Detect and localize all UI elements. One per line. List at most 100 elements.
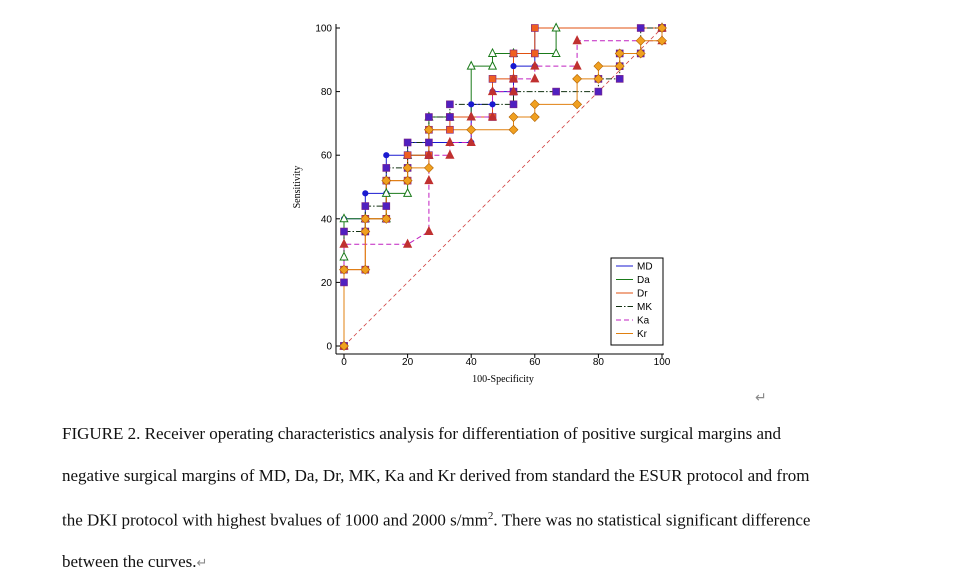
- data-point-mk: [425, 113, 433, 121]
- data-point-mk: [615, 75, 624, 83]
- data-point-dr: [509, 49, 518, 58]
- data-point-dr: [530, 24, 539, 32]
- data-point-mk: [594, 87, 603, 96]
- legend-label-kr: Kr: [637, 329, 648, 340]
- data-point-ka: [424, 225, 434, 236]
- data-point-mk: [340, 278, 348, 287]
- data-point-kr: [360, 226, 371, 237]
- data-point-kr: [381, 175, 392, 186]
- data-point-kr: [657, 23, 667, 33]
- data-point-mk: [361, 202, 370, 210]
- legend-label-da: Da: [637, 275, 650, 286]
- caption-line-1: FIGURE 2. Receiver operating characteris…: [62, 424, 781, 443]
- data-point-ka: [530, 73, 540, 83]
- x-tick-label: 40: [466, 357, 478, 368]
- y-tick-label: 0: [326, 342, 332, 353]
- legend-label-md: MD: [637, 262, 653, 273]
- axes: 0 20 40 60 80 100 0 20 40 60 80 100: [315, 24, 670, 369]
- data-point-kr: [508, 112, 519, 122]
- data-point-kr: [614, 61, 625, 72]
- data-point-ka: [466, 111, 476, 121]
- data-point-mk: [636, 24, 645, 32]
- caption-line-3-text: the DKI protocol with highest bvalues of…: [62, 510, 488, 530]
- data-point-kr: [360, 213, 371, 224]
- data-point-ka: [339, 238, 349, 248]
- data-point-md: [468, 101, 475, 108]
- data-point-mk: [382, 202, 391, 210]
- caption-line-3-tail: . There was no statistical significant d…: [493, 510, 811, 530]
- data-point-kr: [423, 162, 434, 173]
- data-point-kr: [508, 124, 519, 135]
- data-point-kr: [529, 112, 540, 122]
- data-point-kr: [614, 48, 625, 59]
- data-point-kr: [339, 341, 349, 351]
- data-point-ka: [487, 85, 498, 96]
- data-point-kr: [466, 124, 477, 135]
- data-point-kr: [657, 35, 667, 46]
- roc-chart: 0 20 40 60 80 100 0 20 40 60 80 100 MD Da Dr MK Ka Kr 10…: [292, 22, 671, 385]
- y-axis-label: Sensitivity: [292, 166, 303, 209]
- plot-area: [339, 22, 667, 351]
- data-point-da: [551, 47, 561, 57]
- data-point-kr: [360, 264, 371, 275]
- data-point-ka: [445, 149, 455, 159]
- data-point-mk: [340, 227, 348, 236]
- x-axis-label: 100-Specificity: [472, 374, 534, 385]
- data-point-ka: [530, 60, 540, 70]
- caption-superscript: 2: [487, 510, 494, 522]
- y-tick-label: 40: [321, 214, 333, 225]
- y-tick-label: 20: [321, 278, 333, 289]
- data-point-mk: [446, 113, 454, 121]
- data-point-dr: [403, 151, 412, 159]
- legend-label-ka: Ka: [637, 316, 650, 327]
- data-point-ka: [445, 136, 455, 146]
- data-point-kr: [339, 264, 349, 275]
- data-point-kr: [635, 35, 646, 46]
- data-point-dr: [530, 49, 539, 58]
- data-point-mk: [446, 100, 454, 109]
- caption-line-4: between the curves.↵: [62, 552, 207, 572]
- data-point-da: [402, 187, 413, 197]
- data-point-ka: [508, 73, 519, 83]
- data-point-kr: [402, 175, 413, 186]
- data-point-ka: [424, 175, 434, 185]
- data-point-kr: [593, 61, 604, 72]
- reference-diagonal: [343, 27, 663, 347]
- data-point-kr: [635, 48, 646, 59]
- data-point-ka: [508, 85, 519, 96]
- data-point-kr: [423, 124, 434, 135]
- caption-line-4-text: between the curves.: [62, 552, 197, 571]
- data-point-md: [489, 101, 496, 108]
- data-point-mk: [403, 138, 412, 147]
- data-point-mk: [425, 138, 433, 147]
- data-point-ka: [572, 60, 582, 70]
- data-point-kr: [529, 99, 540, 110]
- data-point-kr: [402, 162, 413, 173]
- caption-line-2: negative surgical margins of MD, Da, Dr,…: [62, 466, 810, 485]
- data-point-ka: [424, 149, 434, 159]
- data-point-kr: [572, 73, 583, 84]
- x-tick-label: 20: [402, 357, 414, 368]
- series-line-ka: [343, 28, 663, 346]
- data-point-da: [487, 60, 498, 70]
- x-tick-label: 80: [593, 357, 605, 368]
- data-point-kr: [381, 213, 392, 224]
- y-tick-label: 80: [321, 87, 333, 98]
- data-point-mk: [552, 87, 560, 96]
- return-mark-icon: ↵: [196, 556, 208, 571]
- data-point-da: [339, 213, 349, 223]
- data-point-da: [381, 187, 391, 197]
- data-point-ka: [487, 111, 498, 121]
- data-point-ka: [572, 35, 582, 45]
- data-point-da: [551, 22, 561, 32]
- caption-line-3: the DKI protocol with highest bvalues of…: [62, 510, 810, 531]
- y-tick-label: 60: [321, 151, 333, 162]
- data-point-ka: [402, 238, 413, 248]
- legend: MD Da Dr MK Ka Kr: [610, 257, 664, 346]
- legend-label-mk: MK: [637, 302, 652, 313]
- data-point-dr: [488, 75, 497, 83]
- data-point-da: [487, 47, 498, 57]
- data-point-mk: [509, 100, 518, 109]
- data-point-da: [466, 60, 476, 70]
- data-point-ka: [466, 136, 476, 146]
